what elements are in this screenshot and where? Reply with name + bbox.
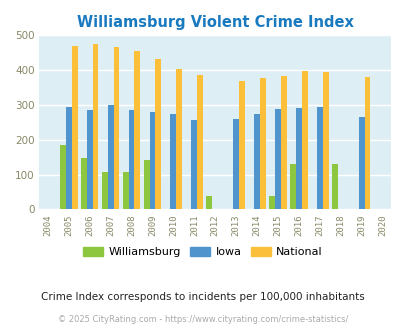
Bar — [128, 110, 134, 210]
Bar — [81, 158, 87, 210]
Text: Crime Index corresponds to incidents per 100,000 inhabitants: Crime Index corresponds to incidents per… — [41, 292, 364, 302]
Bar — [60, 145, 66, 210]
Bar — [170, 114, 176, 210]
Bar — [301, 71, 307, 210]
Bar — [72, 46, 77, 210]
Bar — [149, 112, 155, 210]
Bar — [197, 75, 202, 210]
Bar — [239, 81, 244, 210]
Bar — [232, 118, 239, 210]
Bar — [191, 120, 197, 210]
Bar — [280, 76, 286, 210]
Text: © 2025 CityRating.com - https://www.cityrating.com/crime-statistics/: © 2025 CityRating.com - https://www.city… — [58, 315, 347, 324]
Bar — [176, 69, 182, 210]
Bar — [113, 47, 119, 210]
Bar — [122, 172, 128, 210]
Bar — [254, 114, 259, 210]
Bar — [331, 164, 337, 210]
Bar — [364, 78, 370, 210]
Bar — [322, 72, 328, 210]
Bar — [155, 59, 161, 210]
Bar — [206, 196, 212, 210]
Bar — [66, 107, 72, 210]
Bar — [269, 196, 275, 210]
Legend: Williamsburg, Iowa, National: Williamsburg, Iowa, National — [79, 243, 326, 262]
Bar — [358, 117, 364, 210]
Bar — [295, 108, 301, 210]
Bar — [143, 160, 149, 210]
Bar — [290, 164, 295, 210]
Bar — [107, 105, 113, 210]
Bar — [92, 45, 98, 210]
Bar — [275, 109, 280, 210]
Bar — [134, 51, 140, 210]
Bar — [87, 110, 92, 210]
Title: Williamsburg Violent Crime Index: Williamsburg Violent Crime Index — [77, 15, 353, 30]
Bar — [316, 107, 322, 210]
Bar — [259, 78, 265, 210]
Bar — [102, 172, 107, 210]
